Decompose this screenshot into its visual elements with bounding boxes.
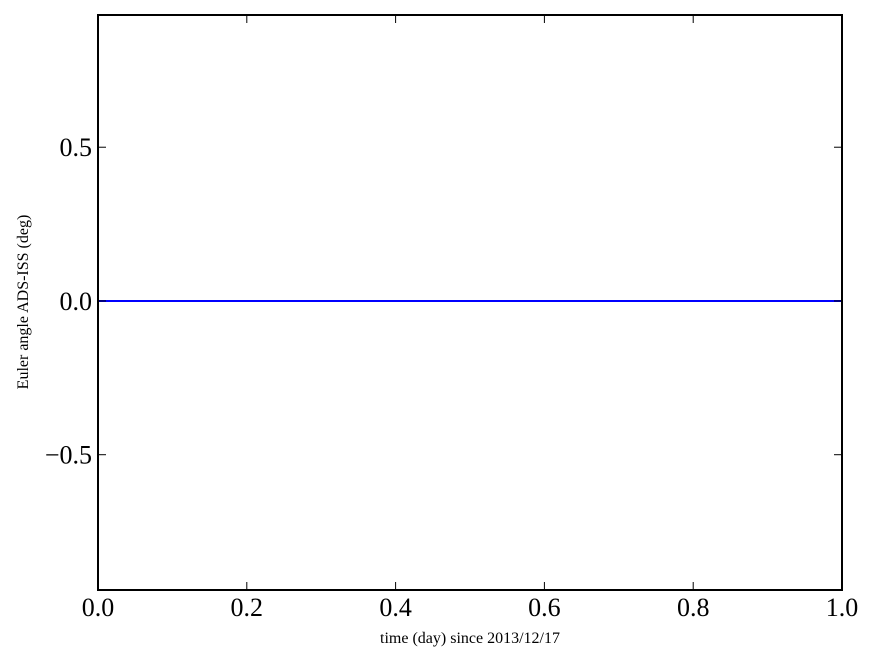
- x-tick-label: 0.0: [82, 593, 115, 622]
- y-axis-label: Euler angle ADS-ISS (deg): [15, 215, 32, 390]
- y-tick-label: 0.0: [60, 287, 93, 316]
- plot-area: 0.0 0.2 0.4 0.6 0.8 1.0 0.5 0.0 −0.5: [45, 14, 859, 622]
- x-axis-label: time (day) since 2013/12/17: [380, 630, 560, 647]
- x-tick-label: 0.6: [528, 593, 561, 622]
- x-tick-label: 1.0: [826, 593, 859, 622]
- axes-frame: [97, 14, 843, 591]
- y-tick-label: −0.5: [45, 441, 92, 470]
- x-tick-label: 0.2: [231, 593, 264, 622]
- x-tick-label: 0.4: [379, 593, 412, 622]
- x-tick-label: 0.8: [677, 593, 710, 622]
- y-tick-label: 0.5: [60, 133, 93, 162]
